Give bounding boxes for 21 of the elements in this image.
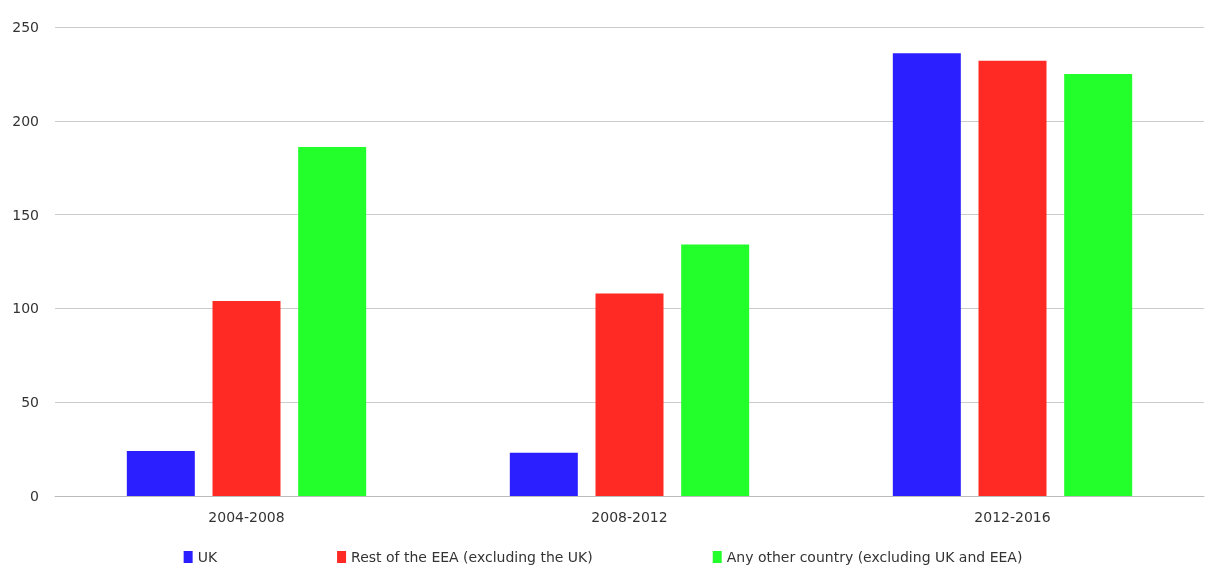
legend-label: Any other country (excluding UK and EEA) <box>726 549 1023 565</box>
x-tick-label: 2008-2012 <box>591 509 668 525</box>
y-tick-label: 150 <box>12 206 39 223</box>
y-tick-label: 100 <box>12 300 39 317</box>
bar <box>509 452 578 496</box>
legend-label: Rest of the EEA (excluding the UK) <box>351 549 593 565</box>
y-tick-label: 250 <box>12 19 39 35</box>
bar <box>298 147 367 496</box>
bar <box>892 53 961 496</box>
y-tick-label: 50 <box>21 394 39 411</box>
bar <box>1064 73 1133 496</box>
bar <box>978 60 1047 496</box>
bar <box>212 300 281 496</box>
y-tick-label: 0 <box>30 488 39 504</box>
bar <box>126 450 195 496</box>
y-tick-label: 200 <box>12 112 39 129</box>
x-tick-label: 2004-2008 <box>208 509 285 525</box>
bar <box>595 293 664 496</box>
bar <box>681 244 750 496</box>
legend-label: UK <box>197 549 218 565</box>
x-tick-label: 2012-2016 <box>974 509 1051 525</box>
